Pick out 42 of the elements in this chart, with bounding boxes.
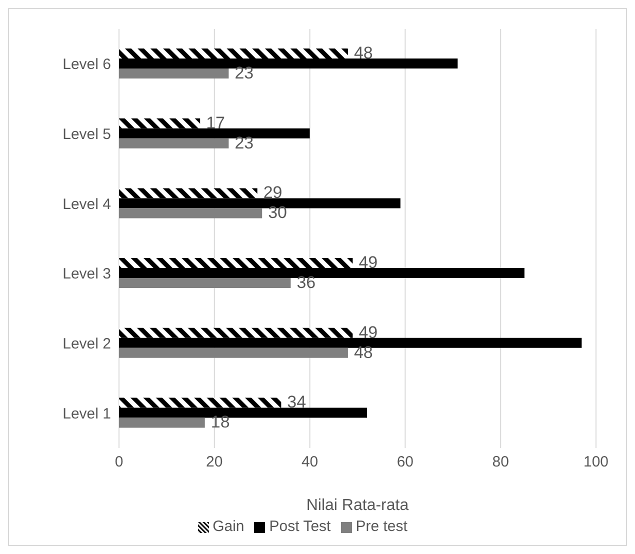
x-tick-label: 100	[583, 454, 609, 471]
x-tick-label: 60	[396, 454, 414, 471]
y-tick-label: Level 1	[62, 405, 111, 422]
bar	[119, 208, 262, 218]
y-tick-label: Level 2	[62, 336, 111, 353]
bar	[119, 188, 258, 198]
x-tick-label: 40	[301, 454, 318, 471]
x-tick-label: 0	[114, 454, 124, 471]
data-label: 23	[234, 64, 254, 83]
data-label: 48	[354, 44, 373, 63]
data-label: 30	[268, 203, 288, 222]
bar	[119, 348, 348, 358]
bar	[119, 418, 205, 428]
data-label: 17	[206, 113, 226, 132]
x-axis-title: Nilai Rata-rata	[306, 497, 409, 514]
bar	[119, 278, 291, 288]
x-tick-label: 20	[206, 454, 223, 471]
bar	[119, 68, 229, 79]
data-label: 18	[210, 412, 230, 432]
y-tick-label: Level 6	[62, 56, 111, 74]
data-label: 48	[354, 342, 373, 362]
data-label: 23	[234, 133, 254, 152]
y-tick-label: Level 4	[62, 196, 111, 213]
bar	[119, 48, 348, 59]
y-tick-label: Level 5	[62, 126, 111, 144]
x-tick-label: 80	[492, 454, 509, 471]
bar	[119, 258, 353, 268]
legend-label: Post Test	[269, 518, 331, 535]
bar	[119, 118, 200, 128]
y-tick-label: Level 3	[62, 266, 111, 283]
legend-label: Gain	[212, 518, 244, 535]
data-label: 34	[287, 392, 306, 412]
data-label: 36	[296, 273, 316, 292]
data-label: 49	[358, 253, 378, 272]
bar	[119, 328, 353, 338]
data-label: 29	[263, 183, 282, 202]
data-label: 49	[358, 322, 378, 342]
bar	[119, 128, 310, 138]
bar	[119, 338, 582, 348]
legend-label: Pre test	[356, 518, 408, 535]
bar	[119, 138, 229, 148]
bar	[119, 398, 282, 408]
